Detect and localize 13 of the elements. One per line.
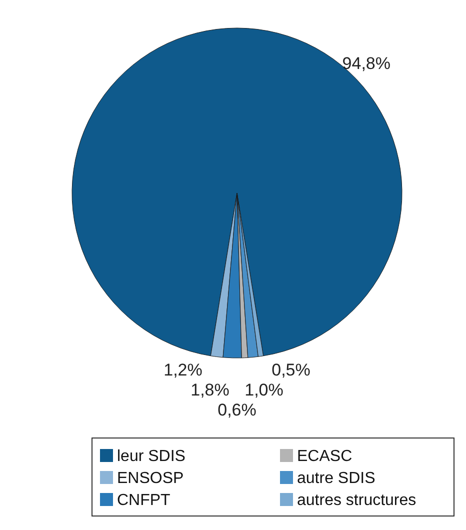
data-label: 0,6%	[218, 400, 256, 420]
legend-label: leur SDIS	[117, 448, 186, 465]
data-label: 0,5%	[272, 360, 310, 380]
data-label: 1,0%	[244, 380, 284, 400]
legend-label: ECASC	[297, 448, 352, 465]
legend-label: autres structures	[297, 492, 416, 509]
data-label: 1,8%	[190, 380, 230, 400]
pie-slice	[72, 28, 402, 356]
legend-label: CNFPT	[117, 492, 171, 509]
legend-label: autre SDIS	[297, 470, 376, 487]
data-label: 94,8%	[342, 54, 390, 74]
data-label: 1,2%	[164, 360, 202, 380]
legend-label: ENSOSP	[117, 470, 184, 487]
